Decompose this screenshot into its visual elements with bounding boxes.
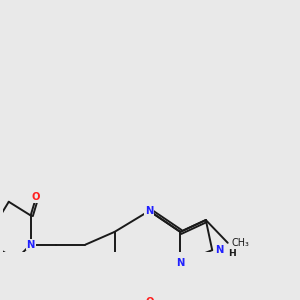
Text: N: N [26,240,35,250]
Text: O: O [145,297,154,300]
Text: N: N [215,245,224,255]
Text: N: N [176,258,184,268]
Text: N: N [145,206,153,216]
Text: CH₃: CH₃ [231,238,249,248]
Text: O: O [32,192,40,202]
Text: H: H [228,248,236,257]
